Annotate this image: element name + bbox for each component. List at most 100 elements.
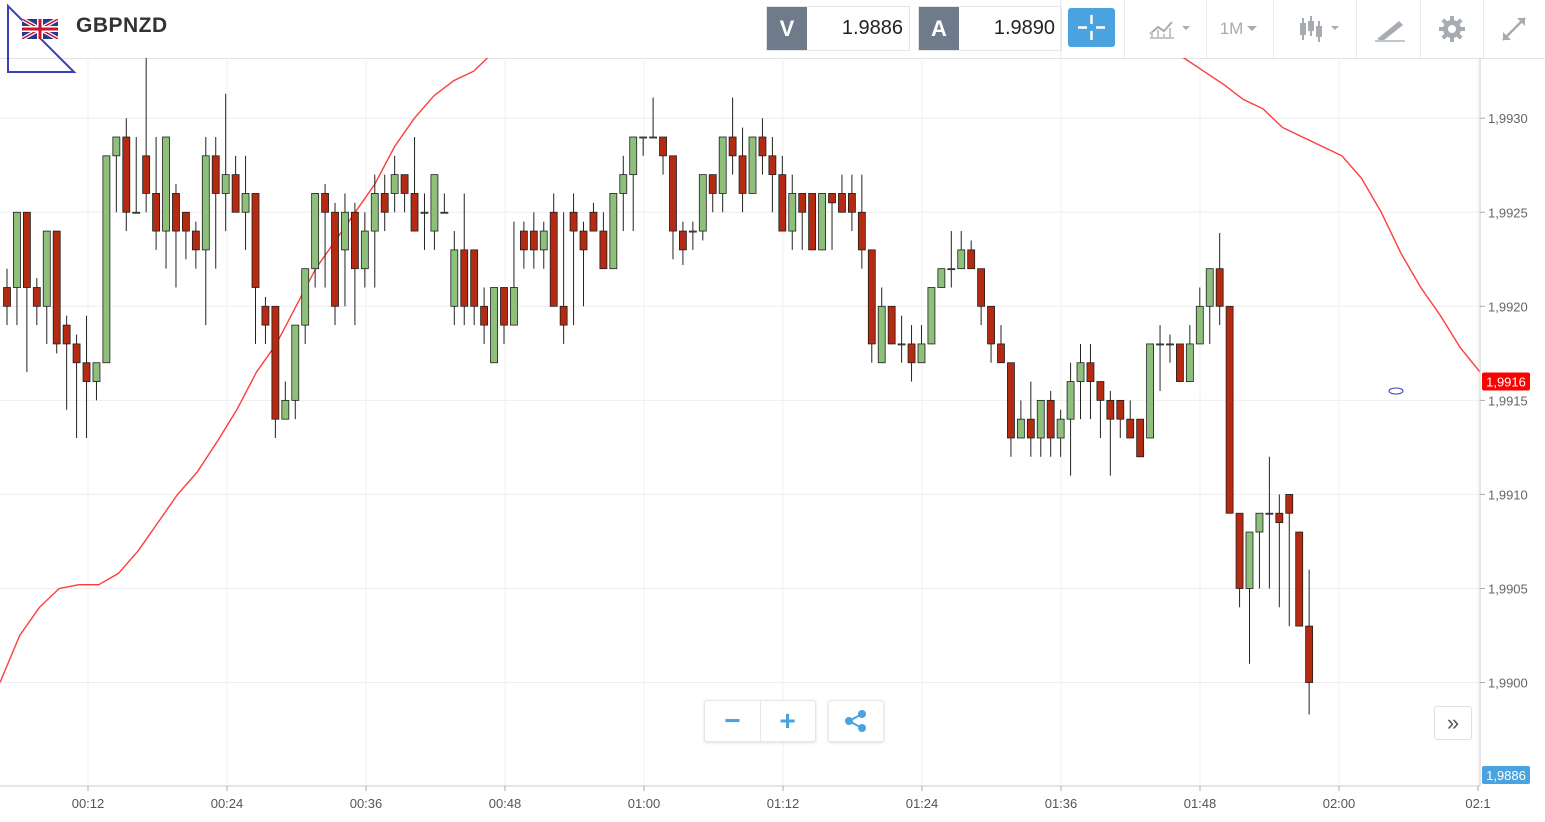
candle [1166,334,1174,363]
candle [1026,381,1035,457]
candle [947,231,956,288]
x-tick-label: 01:24 [906,796,939,811]
chart-grid [0,58,1480,786]
candle [82,315,91,438]
x-tick-label: 02:1 [1465,796,1490,811]
candle [1007,362,1015,457]
candle [261,296,270,344]
scroll-to-end-button[interactable]: » [1434,706,1472,740]
candle [619,155,628,232]
draw-button[interactable] [1358,0,1420,58]
time-axis: 00:12 00:24 00:36 00:48 01:00 01:12 01:24 01:36… [72,786,1491,811]
candle [321,184,329,288]
timeframe-button[interactable]: 1M [1208,0,1272,58]
buy-quote-button[interactable]: A 1.9890 [918,6,1062,51]
candle [211,137,220,269]
candle [172,184,180,288]
zoom-out-button[interactable]: − [705,701,761,741]
y-tick-label: 1,9925 [1488,205,1528,220]
candle [838,174,846,213]
candle [1056,409,1065,457]
expand-icon [1502,17,1526,41]
candle [380,174,389,232]
candle [370,174,379,288]
draw-icon [1375,21,1405,42]
y-tick-label: 1,9900 [1488,676,1528,691]
crosshair-button[interactable] [1068,8,1115,47]
candle [400,174,409,213]
candle [609,193,618,270]
candle [659,136,667,175]
candle [1046,390,1055,457]
candle [788,174,797,250]
settings-button[interactable] [1422,0,1482,58]
candle [1295,531,1304,627]
y-tick-label: 1,9915 [1488,393,1528,408]
moving-average [0,58,1481,683]
candle [350,202,359,326]
candle [440,193,449,214]
candlestick-button[interactable] [1275,0,1355,58]
y-tick-label: 1,9910 [1488,487,1528,502]
candle [201,137,210,326]
x-tick-label: 02:00 [1323,796,1356,811]
candle [331,202,339,326]
fullscreen-button[interactable] [1485,0,1543,58]
candle [937,268,946,288]
buy-label: A [919,7,959,50]
ma-line [0,58,1481,683]
price-axis: 1,9900 1,9905 1,9910 1,9915 1,9920 1,9925 1,99… [1480,111,1528,691]
candle [629,136,638,232]
candle [221,93,230,232]
candle [510,221,518,326]
candle [341,193,349,307]
share-icon [845,710,866,732]
candle [92,362,101,401]
candle [62,315,71,410]
price-chart[interactable]: 1,9900 1,9905 1,9910 1,9915 1,9920 1,9925 1,99… [0,58,1545,822]
candle [1255,512,1264,589]
candle [808,193,817,251]
candle [1176,343,1184,382]
candle [599,212,608,270]
candle [669,155,677,260]
candle [42,230,51,344]
candle [22,211,31,373]
candle [828,193,836,250]
y-tick-label: 1,9905 [1488,581,1528,596]
chart-type-button[interactable] [1126,0,1206,58]
cursor-marker [1388,387,1404,395]
candle [559,212,568,344]
candle [887,305,896,345]
candle [142,58,151,213]
candle [470,249,479,326]
candle [281,381,290,420]
x-tick-label: 00:36 [350,796,383,811]
candle [639,136,648,156]
candle [301,268,310,344]
candle [997,325,1005,364]
zoom-in-button[interactable]: + [779,705,796,736]
candle [519,221,528,269]
candle [917,325,926,364]
candle [1285,494,1294,627]
sell-label: V [767,7,807,50]
candle [967,240,976,270]
toolbar: GBPNZD V 1.9886 A 1.9890 1M [0,0,1545,73]
price-labels: 1,9916 1,9886 [1482,372,1530,784]
candle [778,155,787,232]
candle [728,97,737,175]
candle [500,287,508,344]
candle [490,287,498,364]
sell-quote-button[interactable]: V 1.9886 [766,6,910,51]
x-tick-label: 01:36 [1045,796,1078,811]
candle [360,212,369,288]
candle [1195,287,1204,345]
candle [191,221,200,269]
candle [897,315,906,363]
chart-type-icon [1149,21,1190,39]
candle [818,193,826,251]
candle [867,249,876,363]
share-button[interactable] [828,700,884,742]
candle [1265,456,1274,589]
